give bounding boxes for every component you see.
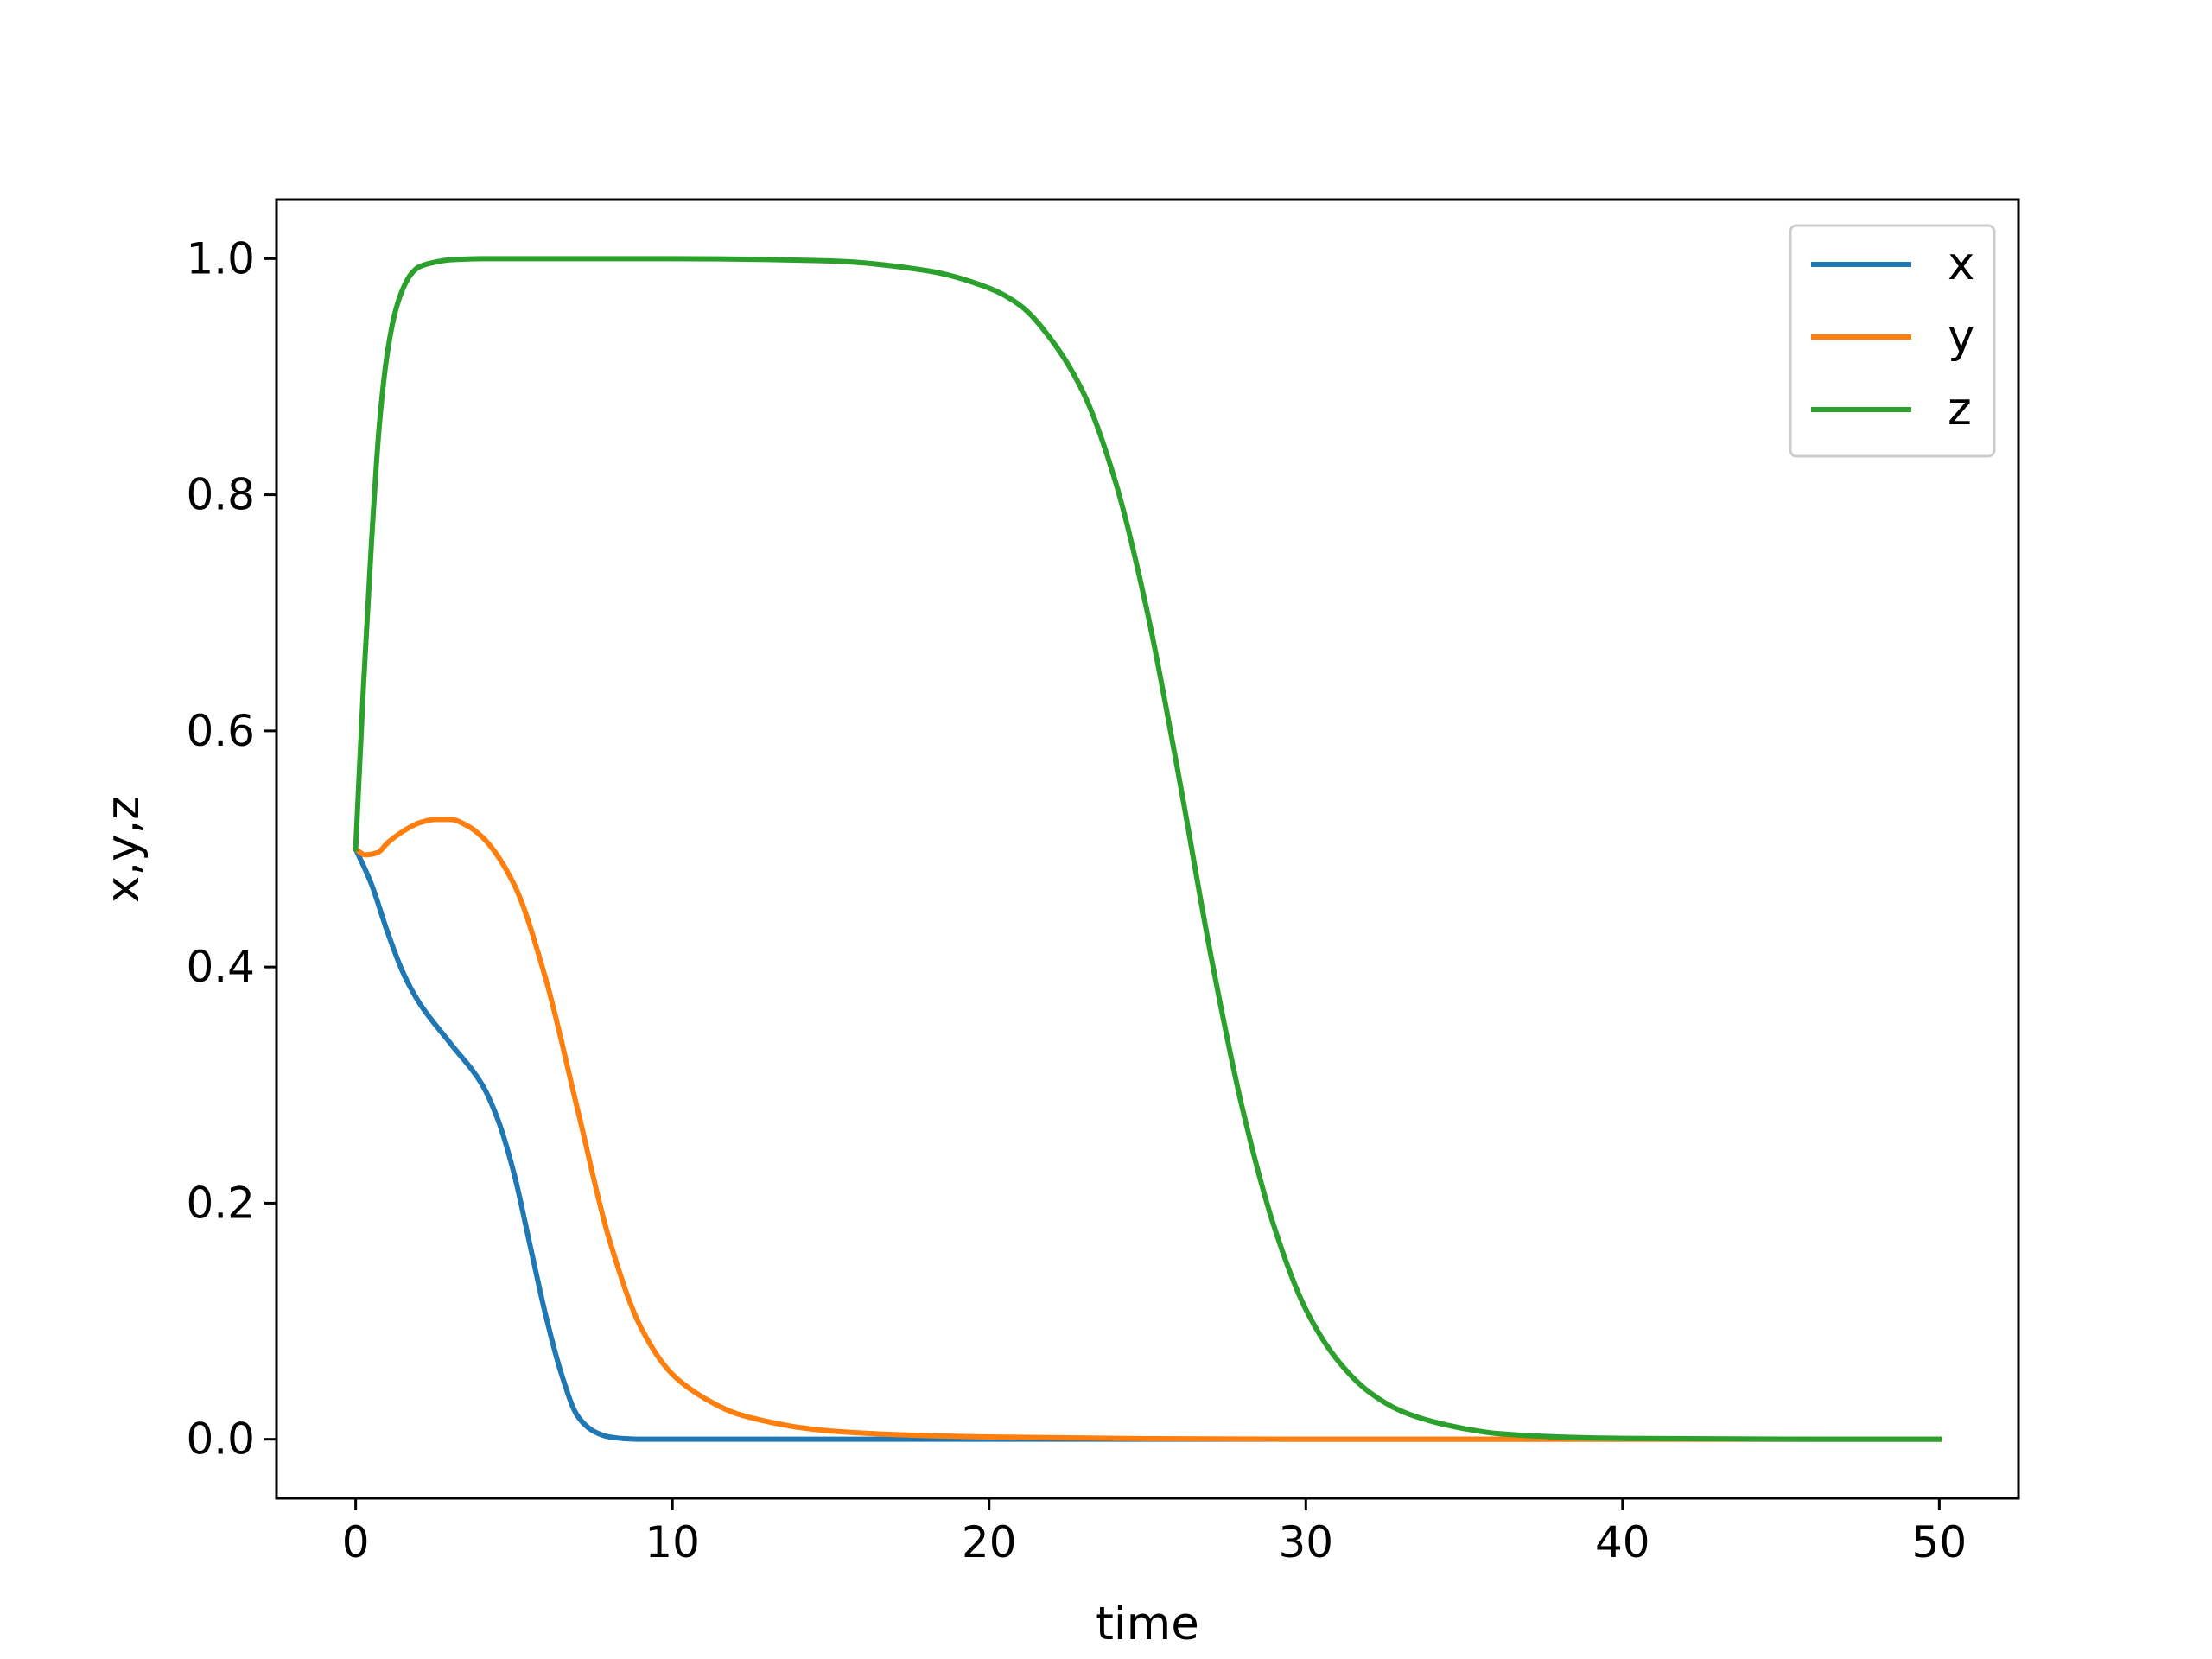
legend-label: x [1948, 238, 1974, 290]
y-tick-label: 0.2 [186, 1178, 255, 1228]
x-tick-label: 10 [645, 1517, 700, 1567]
legend-entry-x: x [1811, 238, 1974, 290]
y-tick-label: 0.8 [186, 470, 255, 520]
series-line-z [353, 256, 1942, 1442]
axes-frame [275, 198, 2020, 1500]
legend-label: y [1948, 310, 1974, 363]
x-tick-label: 40 [1595, 1517, 1650, 1567]
series-line-y [352, 817, 1942, 1442]
y-tick-label: 0.4 [186, 942, 255, 992]
x-axis-label: time [1096, 1598, 1199, 1650]
legend-box [1789, 224, 1996, 458]
y-tick-label: 0.6 [186, 706, 255, 756]
y-axis-label: x,y,z [97, 796, 149, 903]
series-layer [352, 256, 1942, 1442]
y-tick-label: 0.0 [186, 1414, 255, 1465]
x-tick-label: 20 [962, 1517, 1017, 1567]
legend: xyz [1789, 224, 1996, 458]
legend-label: z [1948, 383, 1972, 435]
legend-entry-z: z [1811, 383, 1972, 435]
x-tick-label: 50 [1912, 1517, 1967, 1567]
y-tick-label: 1.0 [186, 233, 255, 283]
x-axis: 0 10 20 30 40 50 [342, 1498, 1967, 1567]
y-axis: 0.0 0.2 0.4 0.6 0.8 1.0 [186, 233, 276, 1465]
x-tick-label: 30 [1278, 1517, 1333, 1567]
x-tick-label: 0 [342, 1517, 370, 1567]
legend-entry-y: y [1811, 310, 1974, 363]
